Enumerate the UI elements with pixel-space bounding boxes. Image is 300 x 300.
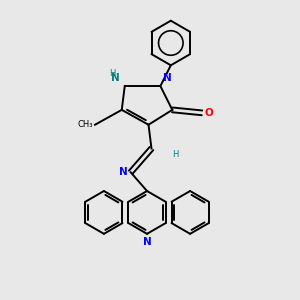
Text: H: H [109, 69, 116, 78]
Text: N: N [119, 167, 128, 177]
Text: N: N [143, 237, 152, 248]
Text: N: N [164, 73, 172, 83]
Text: CH₃: CH₃ [77, 120, 93, 129]
Text: O: O [204, 108, 213, 118]
Text: N: N [111, 73, 119, 83]
Text: H: H [172, 150, 179, 159]
